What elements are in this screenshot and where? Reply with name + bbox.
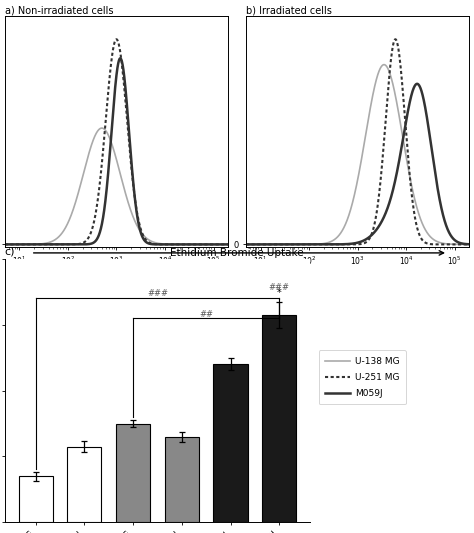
Text: c): c) [5, 247, 15, 257]
Text: ##: ## [199, 310, 213, 319]
Bar [213, 364, 247, 522]
Bar [67, 447, 101, 522]
Text: ###: ### [147, 289, 168, 298]
Text: *: * [277, 288, 282, 298]
Legend: U-138 MG, U-251 MG, M059J: U-138 MG, U-251 MG, M059J [319, 350, 406, 405]
Text: b) Irradiated cells: b) Irradiated cells [246, 5, 332, 15]
Text: Ethidium Bromide Uptake: Ethidium Bromide Uptake [170, 248, 304, 258]
Bar [116, 424, 150, 522]
Text: a) Non-irradiated cells: a) Non-irradiated cells [5, 5, 113, 15]
Bar [165, 437, 199, 522]
Text: ###: ### [269, 283, 290, 292]
Bar [18, 476, 53, 522]
Bar [262, 315, 296, 522]
